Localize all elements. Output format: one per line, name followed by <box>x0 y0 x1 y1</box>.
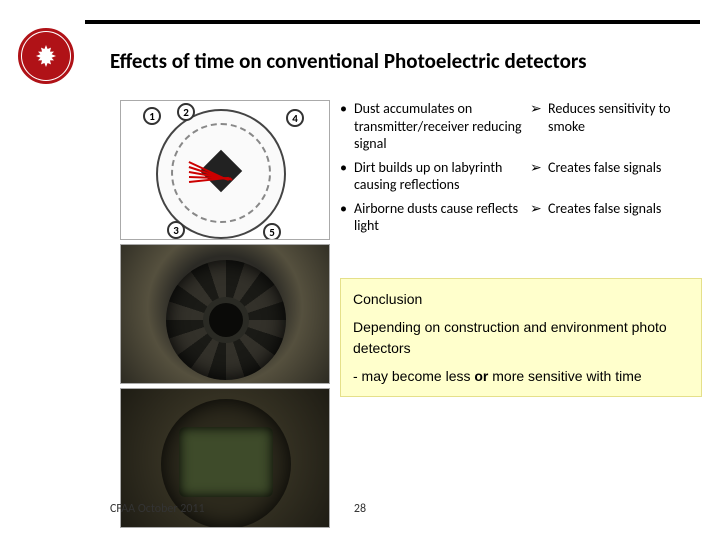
arrow-icon: ➢ <box>530 159 548 194</box>
bullet-effect: Creates false signals <box>548 159 690 194</box>
image-column: 1 2 4 3 5 <box>120 100 330 532</box>
pcb-chip <box>203 447 223 461</box>
cfaa-logo <box>18 28 74 84</box>
slide-title: Effects of time on conventional Photoele… <box>110 48 587 74</box>
logo-inner-disc <box>22 32 70 80</box>
pcb-component <box>217 469 231 483</box>
spacer <box>353 358 689 366</box>
title-separator <box>85 20 700 24</box>
bullet-row: • Dirt builds up on labyrinth causing re… <box>340 159 700 194</box>
bullet-dot-icon: • <box>340 100 354 153</box>
detector-chamber-photo <box>120 244 330 384</box>
conclusion-heading: Conclusion <box>353 289 689 309</box>
bullet-row: • Dust accumulates on transmitter/receiv… <box>340 100 700 153</box>
conclusion-line-2-pre: - may become less <box>353 368 474 384</box>
conclusion-line-2-post: more sensitive with time <box>488 368 641 384</box>
arrow-icon: ➢ <box>530 200 548 235</box>
arrow-icon: ➢ <box>530 100 548 153</box>
bullet-dot-icon: • <box>340 200 354 235</box>
page-number: 28 <box>0 502 720 516</box>
conclusion-box: Conclusion Depending on construction and… <box>340 278 702 397</box>
conclusion-line-1: Depending on construction and environmen… <box>353 317 689 358</box>
maple-leaf-icon <box>36 45 56 67</box>
slide: Effects of time on conventional Photoele… <box>0 0 720 540</box>
bullet-row: • Airborne dusts cause reflects light ➢ … <box>340 200 700 235</box>
conclusion-line-2-strong: or <box>474 368 488 384</box>
bullet-cause: Dust accumulates on transmitter/receiver… <box>354 100 530 153</box>
detector-diagram: 1 2 4 3 5 <box>120 100 330 240</box>
bullet-cause: Dirt builds up on labyrinth causing refl… <box>354 159 530 194</box>
diagram-label-2: 2 <box>177 103 195 121</box>
diagram-label-4: 4 <box>286 109 304 127</box>
bullet-cause: Airborne dusts cause reflects light <box>354 200 530 235</box>
pcb-chip <box>191 467 201 485</box>
bullet-list: • Dust accumulates on transmitter/receiv… <box>340 100 700 241</box>
bullet-effect: Creates false signals <box>548 200 690 235</box>
bullet-effect: Reduces sensitivity to smoke <box>548 100 690 153</box>
diagram-label-3: 3 <box>167 221 185 239</box>
bullet-dot-icon: • <box>340 159 354 194</box>
pcb-chip <box>233 449 249 461</box>
diagram-label-1: 1 <box>143 107 161 125</box>
diagram-label-5: 5 <box>263 223 281 240</box>
conclusion-line-2: - may become less or more sensitive with… <box>353 366 689 386</box>
